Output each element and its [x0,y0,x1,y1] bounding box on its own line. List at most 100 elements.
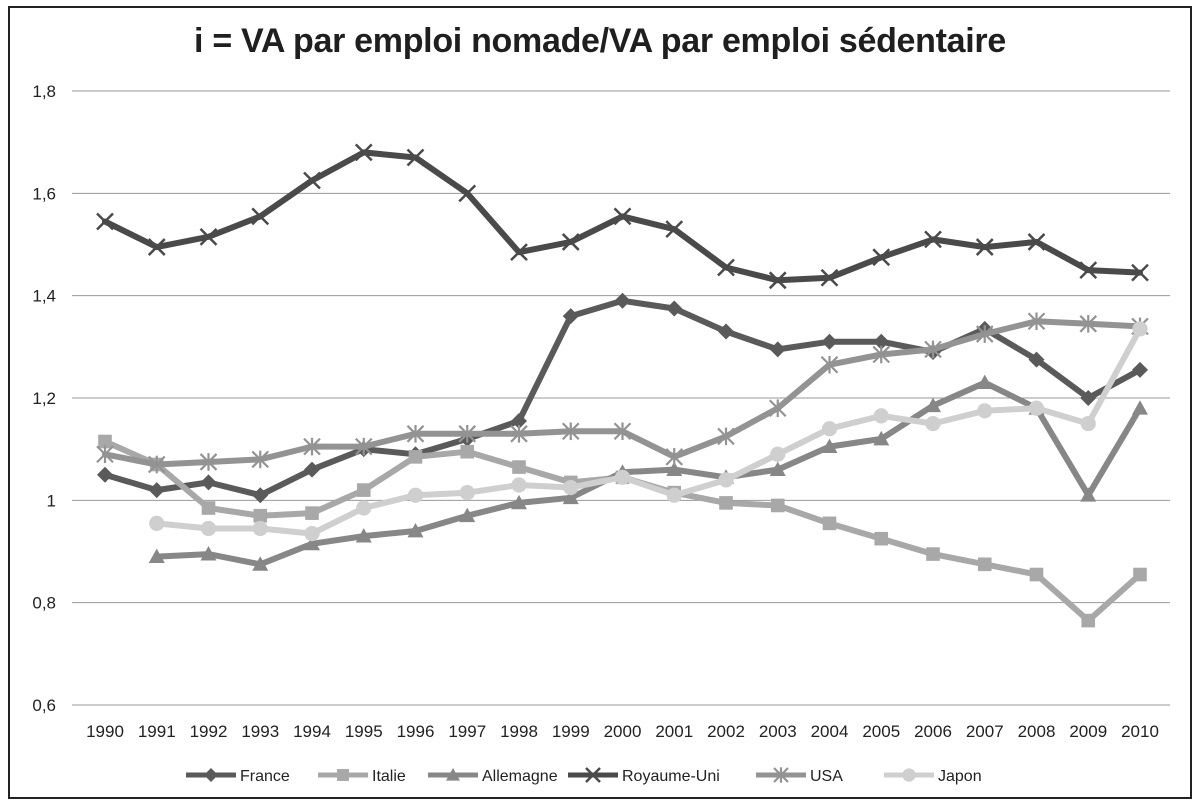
data-point-allemagne [666,461,683,477]
data-point-italie [719,496,733,510]
data-point-japon [304,525,320,542]
data-point-france [1080,390,1097,406]
legend-item-allemagne: Allemagne [428,768,558,785]
y-tick-label: 1,2 [32,389,56,408]
data-point-usa [768,399,787,418]
series-allemagne [148,374,1148,571]
data-point-france [873,333,890,350]
y-axis: 0,6 0,8 1 1,2 1,4 1,6 1,8 [32,82,56,715]
x-tick-label: 1999 [552,722,590,741]
series-usa [96,312,1149,474]
data-point-usa [1027,312,1046,331]
data-point-royaume-uni [510,243,528,262]
data-point-japon [1028,400,1045,416]
data-point-japon [614,469,631,485]
x-tick-label: 2002 [707,722,745,741]
legend-label: Japon [938,768,982,785]
legend-label: USA [810,768,843,785]
chart-frame [8,6,1192,799]
x-tick-label: 1991 [138,722,176,741]
x-tick-label: 2004 [811,722,849,741]
x-tick-label: 1992 [190,722,228,741]
data-point-usa [717,427,735,446]
data-point-royaume-uni [872,248,891,267]
data-point-allemagne [1132,400,1148,415]
data-point-royaume-uni [924,230,942,249]
data-point-allemagne [821,438,838,454]
data-point-allemagne [459,507,476,523]
data-point-japon [718,472,734,488]
data-point-italie [98,434,112,449]
data-point-usa [510,425,528,443]
data-point-allemagne [976,374,993,390]
data-point-usa [303,437,321,456]
data-point-usa [561,422,580,441]
data-point-japon [149,515,165,531]
legend-item-usa: USA [756,767,843,785]
legend-item-royaume-uni: Royaume-Uni [568,767,720,785]
data-point-allemagne [769,461,786,477]
data-point-france [718,323,734,340]
data-point-allemagne [562,489,579,505]
series-lines [96,143,1149,628]
data-point-italie [1029,567,1044,582]
x-tick-label: 2007 [966,722,1004,741]
data-point-allemagne [304,535,320,551]
data-point-france [148,482,165,499]
series-line-allemagne [153,379,1143,568]
data-point-france [666,300,683,317]
data-point-italie [512,460,526,474]
data-point-france [304,461,320,478]
data-point-royaume-uni [354,143,373,162]
legend-label: Royaume-Uni [622,768,720,785]
data-point-allemagne [1080,487,1097,502]
x-tick-label: 2003 [759,722,797,741]
data-point-france [614,292,631,309]
data-point-japon [1080,415,1096,432]
data-point-japon [977,403,993,419]
data-point-usa [975,325,994,343]
data-point-royaume-uni [561,233,580,251]
x-tick-label: 2000 [604,722,642,741]
data-point-royaume-uni [820,268,839,287]
marker-x [585,767,601,783]
data-point-japon [356,500,372,516]
data-point-royaume-uni [975,238,994,256]
data-point-japon [666,487,682,503]
marker-circle [902,768,916,782]
data-point-italie [201,501,216,515]
data-point-italie [1133,567,1147,582]
data-point-usa [820,355,839,374]
x-tick-label: 2009 [1069,722,1107,741]
y-tick-label: 1,6 [32,184,56,203]
chart-title: i = VA par emploi nomade/VA par emploi s… [194,22,1006,60]
x-tick-label: 1996 [397,722,435,741]
y-tick-label: 1,8 [32,82,56,101]
marker-triangle [446,768,460,781]
series-japon [149,321,1148,542]
data-point-royaume-uni [1131,263,1149,282]
data-point-allemagne [925,397,941,413]
data-point-allemagne [148,548,165,564]
x-axis: 1990 1991 1992 1993 1994 1995 1996 1997 1998 1999… [86,722,1159,741]
data-point-japon [459,485,475,501]
data-point-usa [924,340,942,359]
data-point-italie [253,508,268,523]
legend-label: Italie [372,768,406,785]
data-point-italie [1081,613,1096,628]
x-tick-label: 2006 [914,722,952,741]
data-point-italie [822,516,837,531]
marker-star [773,767,789,783]
x-tick-label: 1994 [293,722,331,741]
data-point-usa [199,453,218,471]
data-point-allemagne [200,546,217,561]
data-point-japon [925,415,941,432]
data-point-royaume-uni [147,238,166,256]
data-point-royaume-uni [1027,233,1046,251]
x-tick-label: 1993 [241,722,279,741]
data-point-usa [354,437,373,456]
data-point-royaume-uni [199,227,218,246]
x-tick-label: 2010 [1121,722,1159,741]
data-point-royaume-uni [303,171,321,190]
